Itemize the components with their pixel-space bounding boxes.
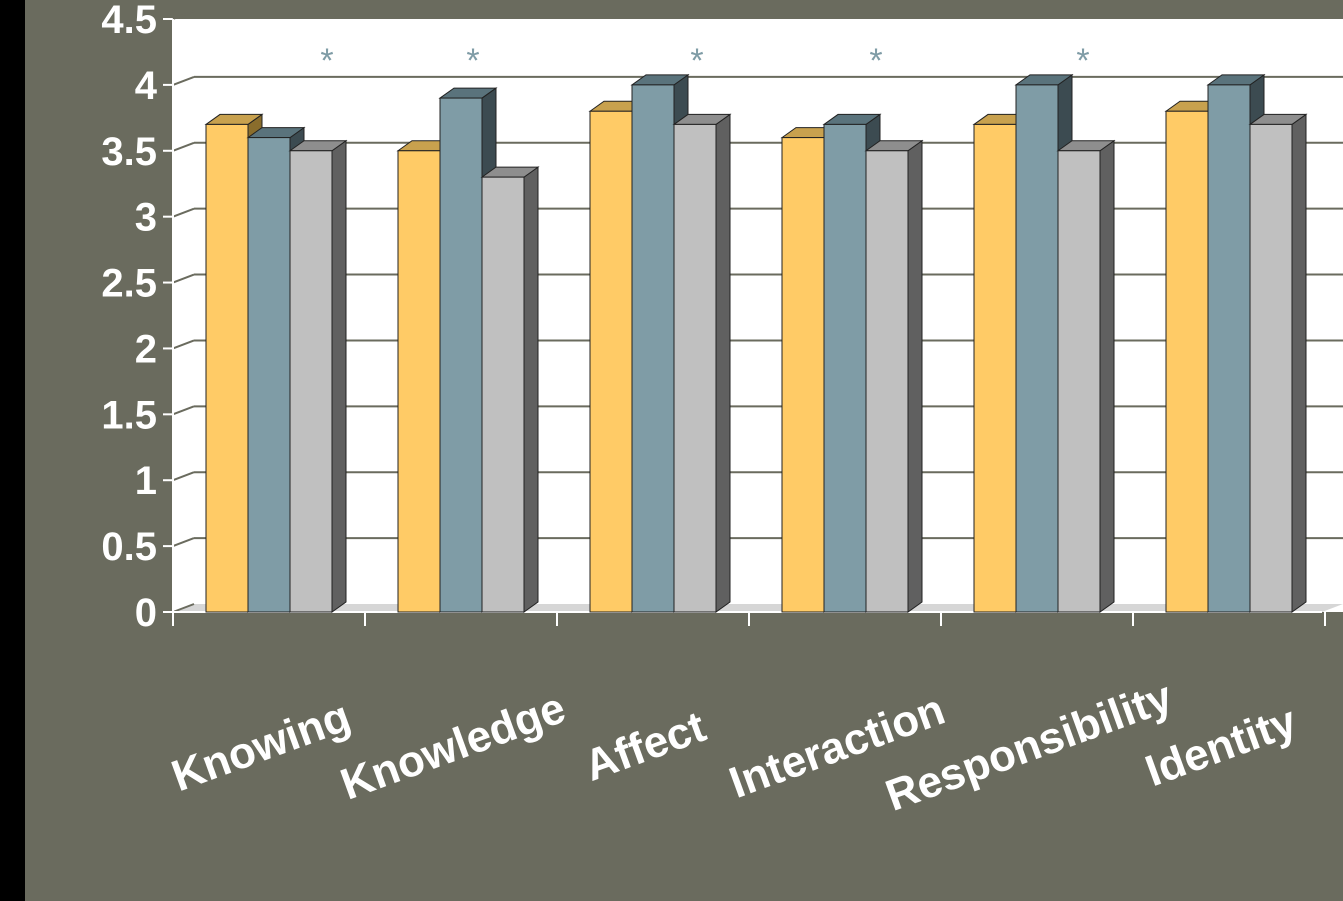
bar-front — [397, 150, 441, 613]
bar-front — [439, 97, 483, 613]
plot-area — [173, 19, 1343, 612]
left-black-strip — [0, 0, 25, 901]
significance-marker: * — [320, 42, 333, 80]
bar-front — [865, 150, 909, 613]
bar-front — [973, 123, 1017, 613]
y-tick-diagonal — [172, 75, 195, 86]
bar-front — [1249, 123, 1293, 613]
category-label: Affect — [578, 702, 712, 791]
bar — [672, 113, 732, 613]
y-tick-label: 1.5 — [101, 393, 157, 437]
bar — [1056, 139, 1116, 613]
bar-front — [781, 137, 825, 613]
y-tick-label: 4.5 — [101, 0, 157, 42]
bar-front — [1057, 150, 1101, 613]
y-tick-label: 3.5 — [101, 130, 157, 174]
y-tick-diagonal — [172, 339, 195, 350]
significance-marker: * — [1076, 42, 1089, 80]
bar-side — [1099, 139, 1115, 613]
bar-side — [523, 166, 539, 613]
y-tick-label: 2.5 — [101, 262, 157, 306]
significance-marker: * — [869, 42, 882, 80]
y-tick-label: 0.5 — [101, 525, 157, 569]
bar — [1248, 113, 1308, 613]
y-tick-diagonal — [172, 141, 195, 152]
category-label: Knowing — [165, 692, 356, 802]
bar-side — [715, 113, 731, 613]
bar-front — [1165, 110, 1209, 613]
y-axis: 0 0.5 1 1.5 2 2.5 3 3.5 4 4.5 — [101, 0, 195, 635]
bar-front — [823, 123, 867, 613]
y-tick-diagonal — [172, 471, 195, 482]
significance-marker: * — [690, 42, 703, 80]
bar-front — [589, 110, 633, 613]
y-tick-diagonal — [172, 10, 195, 20]
bar-front — [1015, 84, 1059, 613]
bars — [204, 73, 1308, 613]
y-tick-label: 1 — [135, 459, 157, 503]
y-tick-diagonal — [172, 537, 195, 548]
y-tick-diagonal — [172, 273, 195, 284]
bar-side — [907, 139, 923, 613]
bar — [864, 139, 924, 613]
gridlines — [194, 10, 1343, 540]
y-tick-diagonal — [172, 405, 195, 416]
y-tick-diagonal — [172, 207, 195, 218]
bar-front — [481, 176, 525, 613]
bar — [288, 139, 348, 613]
bar-front — [673, 123, 717, 613]
y-tick-label: 4 — [135, 64, 158, 108]
y-tick-diagonal — [172, 603, 195, 613]
significance-markers: * * * * * — [320, 42, 1089, 80]
significance-marker: * — [466, 42, 479, 80]
bar-side — [331, 139, 347, 613]
y-tick-label: 2 — [135, 327, 157, 371]
bar-front — [631, 84, 675, 613]
bar-front — [1207, 84, 1251, 613]
bar-front — [205, 123, 249, 613]
bar-front — [289, 150, 333, 613]
y-tick-label: 0 — [135, 591, 157, 635]
bar — [480, 166, 540, 613]
x-axis — [172, 611, 1326, 626]
bar-side — [1291, 113, 1307, 613]
bar-front — [247, 137, 291, 613]
y-tick-label: 3 — [135, 196, 157, 240]
category-label: Knowledge — [334, 683, 571, 809]
